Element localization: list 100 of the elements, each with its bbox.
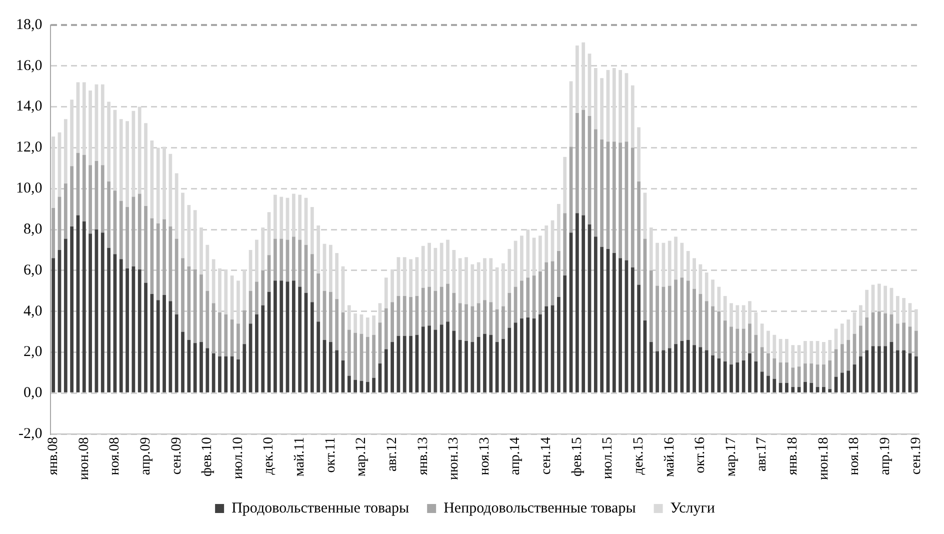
x-tick-label: май.11 bbox=[292, 437, 308, 477]
bar bbox=[168, 226, 172, 302]
bar bbox=[335, 299, 339, 350]
bar bbox=[840, 372, 844, 392]
legend-label: Продовольственные товары bbox=[232, 500, 410, 516]
bar bbox=[804, 363, 807, 382]
bar bbox=[736, 328, 740, 362]
y-tick-label: 2,0 bbox=[24, 344, 42, 360]
bar bbox=[618, 142, 622, 258]
bar bbox=[292, 236, 296, 281]
bar bbox=[846, 320, 850, 340]
bar bbox=[778, 362, 782, 383]
bar bbox=[174, 238, 178, 314]
bar bbox=[884, 313, 888, 346]
x-tick-label: фев.10 bbox=[200, 437, 216, 476]
bar bbox=[760, 324, 764, 348]
bar bbox=[64, 184, 68, 239]
bar bbox=[372, 378, 376, 392]
bar bbox=[600, 246, 604, 392]
bar bbox=[187, 266, 191, 340]
bar bbox=[508, 292, 512, 328]
bar bbox=[508, 328, 512, 392]
bar bbox=[347, 376, 351, 392]
bar bbox=[840, 324, 844, 344]
bar bbox=[242, 344, 246, 392]
bar bbox=[797, 387, 801, 392]
x-tick-label: сен.19 bbox=[908, 437, 924, 475]
bar bbox=[310, 302, 314, 392]
bar bbox=[255, 282, 258, 314]
bar bbox=[711, 306, 714, 356]
x-tick-label: авг.12 bbox=[384, 437, 400, 472]
bar bbox=[144, 282, 148, 392]
bar bbox=[748, 353, 752, 392]
x-tick-label: сен.09 bbox=[169, 437, 184, 475]
bar bbox=[181, 258, 184, 332]
bar bbox=[409, 297, 412, 336]
bar bbox=[366, 317, 370, 337]
bar bbox=[440, 286, 444, 325]
bar bbox=[686, 340, 690, 392]
bar bbox=[335, 350, 339, 392]
bar bbox=[754, 361, 758, 392]
bar bbox=[218, 356, 222, 392]
bar bbox=[754, 334, 758, 362]
bar bbox=[224, 314, 228, 356]
x-tick-label: янв.08 bbox=[46, 437, 62, 476]
x-tick-label: июн.08 bbox=[76, 437, 92, 480]
x-tick-label: апр.14 bbox=[508, 437, 524, 476]
bar bbox=[181, 332, 184, 392]
y-tick-label: 0,0 bbox=[24, 385, 42, 402]
bar bbox=[772, 358, 776, 379]
bar bbox=[575, 112, 579, 214]
bar bbox=[766, 376, 770, 392]
bar bbox=[674, 344, 678, 392]
bar bbox=[846, 340, 850, 371]
bar bbox=[138, 194, 142, 270]
bar bbox=[174, 314, 178, 392]
bar bbox=[119, 259, 123, 392]
bar bbox=[828, 389, 832, 392]
bar bbox=[914, 356, 918, 392]
bar bbox=[328, 292, 332, 342]
bar bbox=[446, 322, 450, 392]
bar bbox=[526, 317, 530, 392]
bar bbox=[544, 262, 548, 306]
bar bbox=[526, 278, 530, 318]
bar bbox=[557, 251, 560, 298]
bar bbox=[877, 311, 881, 346]
bar bbox=[193, 343, 197, 392]
bar bbox=[156, 300, 160, 392]
bar bbox=[692, 288, 696, 346]
bar bbox=[316, 322, 320, 392]
bar bbox=[476, 303, 480, 337]
bar bbox=[489, 302, 493, 335]
bar bbox=[384, 278, 388, 308]
bar bbox=[582, 110, 586, 216]
bar bbox=[261, 270, 265, 306]
bar bbox=[310, 254, 314, 302]
bar bbox=[902, 322, 906, 350]
bar bbox=[162, 294, 166, 392]
bar bbox=[520, 318, 524, 392]
y-tick-label: 18,0 bbox=[16, 16, 42, 33]
bar bbox=[730, 326, 733, 365]
bar bbox=[649, 342, 653, 392]
bar bbox=[347, 330, 351, 376]
bar bbox=[82, 221, 86, 392]
bar bbox=[840, 344, 844, 373]
bar bbox=[489, 334, 493, 392]
bar bbox=[261, 305, 265, 392]
x-tick-label: окт.11 bbox=[323, 437, 338, 473]
bar bbox=[476, 336, 480, 392]
bar bbox=[656, 351, 659, 392]
bar bbox=[538, 314, 542, 392]
x-tick-label: фев.15 bbox=[570, 437, 585, 476]
bar bbox=[200, 274, 203, 342]
bar bbox=[914, 330, 918, 356]
bar bbox=[674, 280, 678, 344]
bar bbox=[612, 142, 616, 254]
bar bbox=[402, 296, 406, 336]
bar bbox=[193, 269, 197, 344]
bar bbox=[70, 166, 74, 226]
bar bbox=[637, 284, 641, 392]
